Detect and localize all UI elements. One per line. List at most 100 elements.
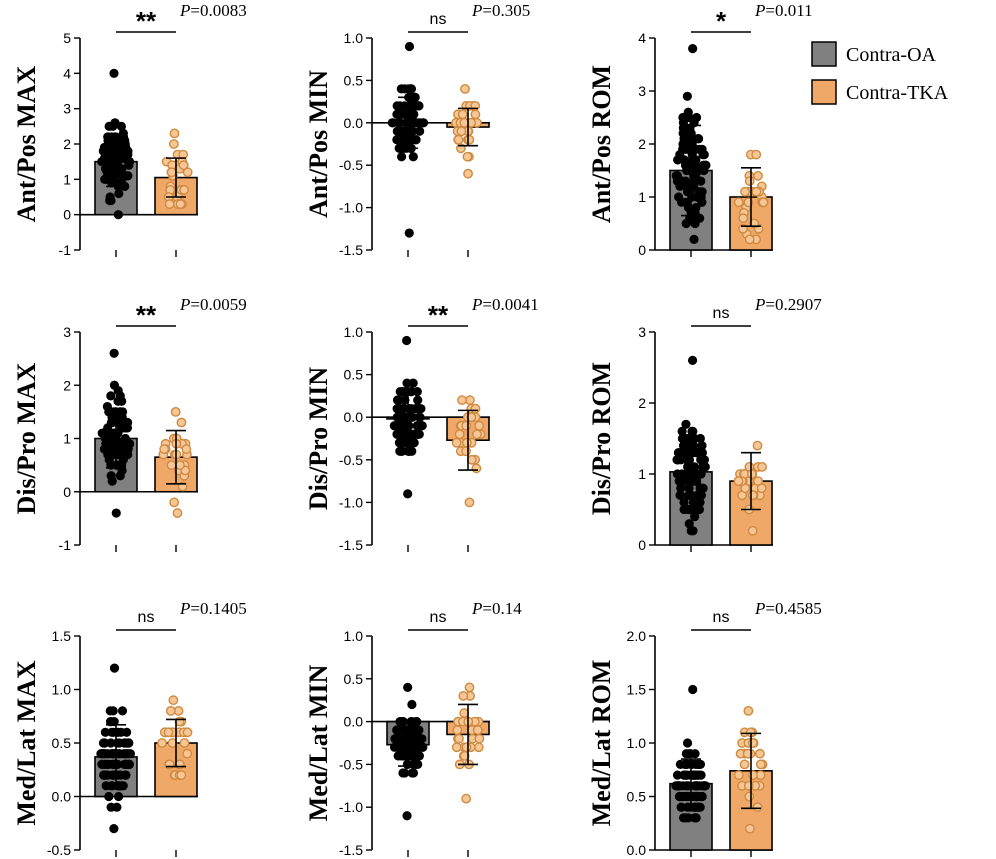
data-point <box>411 759 421 770</box>
data-point <box>393 109 403 119</box>
data-point <box>120 759 130 770</box>
data-point <box>418 118 428 128</box>
y-tick-label: 2 <box>638 395 646 411</box>
p-value-label: P=0.0041 <box>471 295 539 314</box>
y-ticks: 0 1 2 3 4 <box>638 30 655 258</box>
data-point <box>679 155 689 165</box>
data-point <box>680 433 690 444</box>
y-tick-label: 0.0 <box>344 115 364 131</box>
y-tick-label: 1.0 <box>344 324 364 340</box>
y-tick-label: 0.0 <box>344 714 364 730</box>
legend-label-contra-tka: Contra-TKA <box>846 82 949 104</box>
p-value: =0.2907 <box>765 295 822 314</box>
data-point <box>397 429 407 439</box>
legend-swatch-contra-oa <box>811 41 837 67</box>
data-point <box>743 706 754 716</box>
significance-marker: ns <box>430 609 447 626</box>
data-point <box>756 483 767 494</box>
data-point <box>176 770 187 780</box>
y-axis-label: Ant/Pos ROM <box>587 65 616 223</box>
p-value-label: P=0.1405 <box>179 599 247 618</box>
data-point <box>404 446 414 456</box>
p-value: =0.305 <box>482 1 530 20</box>
data-point <box>182 727 193 738</box>
data-point <box>97 428 107 438</box>
y-ticks: 0 1 2 3 <box>638 324 655 553</box>
y-tick-label: 0 <box>63 207 71 223</box>
data-point <box>413 395 423 405</box>
data-point <box>115 770 126 780</box>
data-point <box>691 476 701 486</box>
data-point <box>108 759 118 770</box>
data-point <box>402 378 412 388</box>
y-axis-label: Med/Lat ROM <box>587 660 616 827</box>
data-point <box>120 150 130 160</box>
data-point <box>461 437 472 448</box>
data-point <box>404 135 415 145</box>
y-tick-label: 1 <box>63 171 71 187</box>
data-point <box>100 770 110 780</box>
data-point <box>404 228 414 238</box>
data-point <box>751 186 762 197</box>
data-point <box>181 444 192 455</box>
data-point <box>470 109 481 120</box>
panel-dis-pro-min: -1.5 -1.0 -0.5 0.0 0.5 1.0 Dis/Pro MIN ** P=0.00… <box>304 295 539 553</box>
data-point <box>747 490 758 501</box>
data-point <box>457 109 468 120</box>
p-value: =0.1405 <box>190 599 246 618</box>
data-point <box>174 759 185 770</box>
y-tick-label: 0.5 <box>344 367 364 383</box>
panel-med-lat-rom: 0.0 0.5 1.0 1.5 2.0 Med/Lat ROM ns P=0.4585 <box>587 599 822 858</box>
y-tick-label: 3 <box>63 101 71 117</box>
data-point <box>474 420 485 431</box>
y-tick-label: 3 <box>638 324 646 340</box>
dots-contra-tka <box>451 395 486 508</box>
data-point <box>688 526 698 536</box>
data-point <box>689 234 699 244</box>
data-point <box>179 738 190 748</box>
data-point <box>407 699 417 710</box>
data-point <box>405 404 415 414</box>
data-point <box>175 199 186 209</box>
panel-ant-pos-rom: 0 1 2 3 4 Ant/Pos ROM * P=0.011 <box>587 1 813 258</box>
y-tick-label: 0 <box>638 242 646 258</box>
data-point <box>409 438 419 448</box>
data-point <box>97 759 108 770</box>
data-point <box>400 395 410 405</box>
data-point <box>751 149 762 160</box>
data-point <box>100 727 110 737</box>
y-tick-label: -0.5 <box>339 452 363 468</box>
data-point <box>460 83 470 94</box>
data-point <box>409 101 419 111</box>
data-point <box>471 463 482 474</box>
data-point <box>464 134 475 145</box>
y-tick-label: -1.5 <box>339 537 363 553</box>
data-point <box>696 455 706 465</box>
y-axis-label: Ant/Pos MAX <box>12 65 41 222</box>
data-point <box>123 738 133 748</box>
data-point <box>753 170 763 181</box>
data-point <box>395 101 405 111</box>
data-point <box>700 160 710 170</box>
y-tick-label: 1.5 <box>627 682 647 698</box>
y-axis-label: Med/Lat MIN <box>304 664 333 821</box>
y-ticks: -1.5 -1.0 -0.5 0.0 0.5 1.0 <box>339 628 372 858</box>
data-point <box>104 791 114 802</box>
dots-contra-oa <box>97 68 135 220</box>
y-tick-label: 1.5 <box>52 628 72 644</box>
data-point <box>461 420 472 431</box>
data-point <box>391 734 401 744</box>
data-point <box>398 768 408 778</box>
data-point <box>745 823 755 834</box>
data-point <box>105 449 115 460</box>
data-point <box>125 749 136 759</box>
data-point <box>472 429 482 440</box>
data-point <box>412 387 422 397</box>
data-point <box>454 429 465 440</box>
data-point <box>109 68 119 78</box>
data-point <box>461 793 472 804</box>
data-point <box>747 525 758 536</box>
significance-marker: ** <box>136 300 157 330</box>
y-tick-label: 0.5 <box>627 789 647 805</box>
